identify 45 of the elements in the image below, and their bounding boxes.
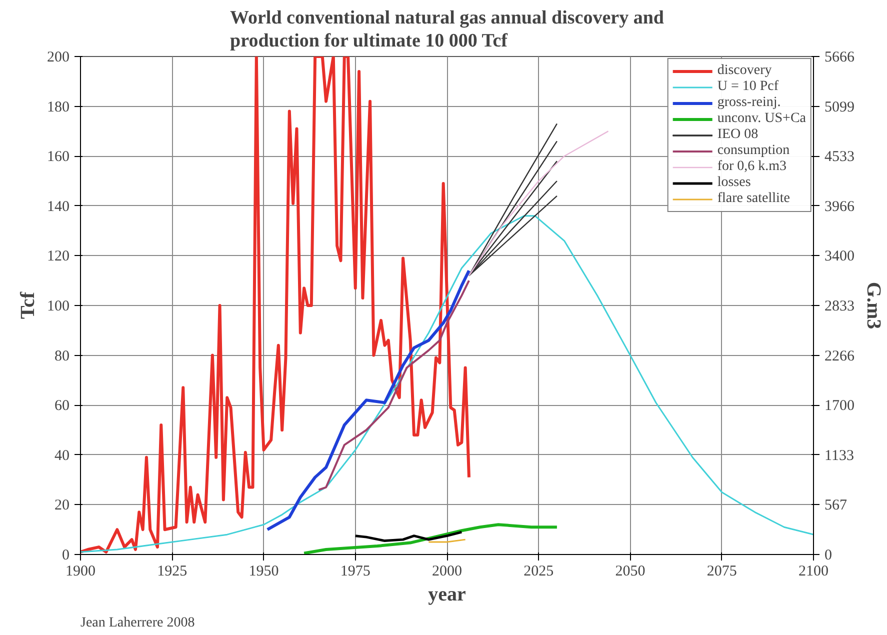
- legend-label: unconv. US+Ca: [717, 111, 806, 127]
- x-tick-label: 1950: [248, 564, 279, 580]
- legend-label: U = 10 Pcf: [717, 79, 779, 95]
- x-tick-label: 2050: [615, 564, 646, 580]
- y-tick-label: 40: [54, 448, 70, 464]
- legend-label: for 0,6 k.m3: [717, 159, 787, 175]
- chart-title: World conventional natural gas annual discovery and production for ultimate 10 000 Tcf: [230, 7, 664, 52]
- y2-tick-label: 5099: [824, 99, 854, 116]
- x-tick-label: 1900: [66, 564, 96, 580]
- y2-tick-label: 5666: [824, 50, 855, 66]
- y2-tick-label: 1700: [824, 398, 854, 414]
- legend-label: losses: [717, 175, 751, 191]
- text: Jean Laherrere 2008: [80, 616, 195, 630]
- y2-axis-title: G.m3: [862, 282, 884, 330]
- y2-tick-label: 0: [824, 548, 832, 564]
- y-tick-label: 120: [47, 248, 70, 265]
- legend-label: consumption: [717, 143, 790, 159]
- y2-tick-label: 3400: [824, 248, 854, 265]
- y-tick-label: 180: [47, 99, 70, 116]
- x-axis-title: year: [428, 584, 466, 606]
- y-tick-label: 0: [62, 548, 70, 564]
- x-tick-label: 2075: [706, 564, 737, 580]
- x-tick-label: 2000: [432, 564, 462, 580]
- y-tick-label: 20: [54, 498, 70, 514]
- y-tick-label: 80: [54, 348, 70, 364]
- x-tick-label: 1925: [157, 564, 188, 580]
- legend-label: IEO 08: [717, 127, 758, 143]
- legend-label: discovery: [717, 63, 772, 79]
- y2-tick-label: 2266: [824, 348, 855, 364]
- legend-label: flare satellite: [717, 191, 790, 207]
- y2-tick-label: 567: [824, 498, 848, 514]
- y-tick-label: 100: [47, 298, 70, 314]
- y2-tick-label: 4533: [824, 149, 854, 166]
- y-axis-title: Tcf: [17, 292, 39, 320]
- y2-tick-label: 3966: [824, 198, 855, 215]
- y2-tick-label: 2833: [824, 298, 854, 314]
- y2-tick-label: 1133: [824, 448, 854, 464]
- y-tick-label: 200: [47, 50, 70, 66]
- y-tick-label: 160: [47, 149, 70, 166]
- y-tick-label: 60: [54, 398, 70, 414]
- legend-label: gross-reinj.: [717, 95, 781, 111]
- x-tick-label: 2100: [798, 564, 828, 580]
- x-tick-label: 2025: [524, 564, 554, 580]
- y-tick-label: 140: [47, 198, 70, 215]
- x-tick-label: 1975: [340, 564, 370, 580]
